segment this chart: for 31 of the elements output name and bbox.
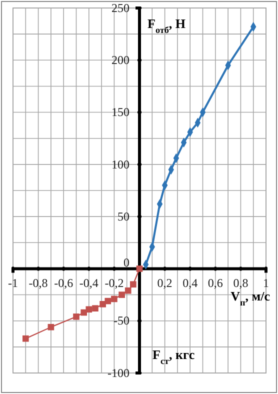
x-tick-label: 0,4	[182, 276, 198, 290]
y-tick-label: 50	[118, 209, 130, 224]
point	[118, 292, 125, 298]
annotation: F$_{ст}$, кгс	[152, 347, 195, 366]
y-tick-label: 100	[112, 157, 130, 172]
x-tick-label: -0,6	[54, 276, 74, 290]
point	[73, 314, 80, 320]
point	[111, 296, 118, 302]
y-tick-label: 0	[124, 255, 130, 270]
point	[124, 287, 132, 294]
x-tick-label: 0,2	[157, 276, 172, 290]
point	[80, 309, 88, 316]
x-tick-label: 0,8	[233, 276, 248, 290]
x-tick-label: -1	[8, 276, 18, 290]
y-tick-label: -50	[114, 314, 130, 328]
x-tick-label: 0,6	[208, 276, 223, 290]
point	[130, 281, 136, 288]
point	[48, 324, 54, 330]
x-tick-label: 1	[263, 276, 269, 290]
y-tick-label: 250	[112, 0, 130, 15]
x-axis-title: V$_{п}$, м/с	[230, 288, 270, 308]
point	[100, 301, 106, 308]
x-tick-label: -0,4	[79, 276, 98, 290]
x-tick-label: -0,2	[104, 276, 124, 290]
y-tick-label: 150	[112, 105, 130, 120]
point	[22, 335, 29, 342]
y-tick-label: 200	[112, 52, 130, 67]
point	[92, 305, 98, 312]
x-tick-label: -0,8	[28, 276, 48, 290]
y-tick-label: -100	[108, 366, 130, 380]
y-axis-title: F$_{отб}$, Н	[148, 16, 186, 35]
